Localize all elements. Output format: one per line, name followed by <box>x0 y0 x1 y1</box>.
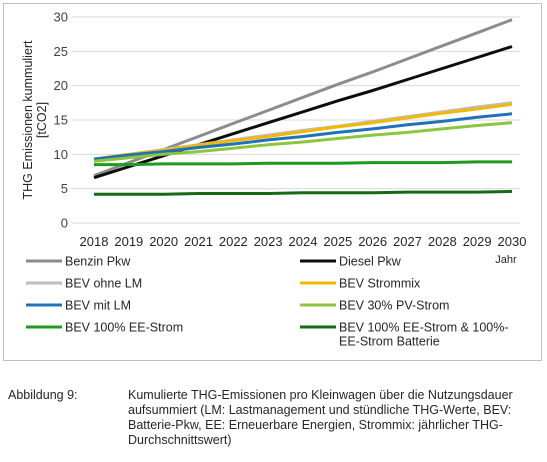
series-line <box>94 160 512 167</box>
x-tick-label: 2024 <box>289 234 318 249</box>
x-tick-label: 2026 <box>358 234 387 249</box>
legend-label: Diesel Pkw <box>339 255 402 269</box>
legend-label: BEV 100% EE-Strom <box>65 321 183 335</box>
series-line <box>93 121 513 163</box>
legend-label: BEV mit LM <box>65 299 131 313</box>
series-line <box>93 112 513 161</box>
legend-label-line: BEV 100% EE-Strom & 100%- <box>339 321 509 335</box>
x-tick-label: 2018 <box>80 234 109 249</box>
x-tick-label: 2028 <box>428 234 457 249</box>
legend-label: BEV Strommix <box>339 277 421 291</box>
x-tick-label: 2023 <box>254 234 283 249</box>
legend-label-line: EE-Strom Batterie <box>339 335 440 349</box>
chart-frame: 0 5 10 15 20 25 30 2018 2019 2020 2021 2022 2023 2024… <box>3 3 542 361</box>
series-line <box>94 189 513 196</box>
y-tick-label: 5 <box>61 181 68 196</box>
y-tick-label: 20 <box>54 78 68 93</box>
y-axis-label-line: [tCO2] <box>35 102 49 138</box>
y-tick-label: 25 <box>54 44 68 59</box>
legend-label: BEV 30% PV-Strom <box>339 299 449 313</box>
x-axis-label: Jahr <box>495 254 517 266</box>
x-tick-label: 2027 <box>393 234 422 249</box>
legend-label: BEV 100% EE-Strom & 100%-EE-Strom Batter… <box>339 321 509 349</box>
y-axis-label: THG Emissionen kummuliert[tCO2] <box>21 40 49 200</box>
x-tick-label: 2029 <box>463 234 492 249</box>
y-tick-label: 0 <box>61 216 68 231</box>
y-tick-label: 10 <box>54 147 68 162</box>
x-tick-label: 2030 <box>498 234 527 249</box>
y-tick-label: 15 <box>54 113 68 128</box>
y-tick-label: 30 <box>54 10 68 25</box>
caption-label: Abbildung 9: <box>8 388 78 402</box>
x-tick-label: 2022 <box>219 234 248 249</box>
x-tick-label: 2019 <box>114 234 143 249</box>
caption-text: Kumulierte THG-Emissionen pro Kleinwagen… <box>128 388 513 447</box>
x-tick-label: 2021 <box>184 234 213 249</box>
x-tick-label: 2025 <box>323 234 352 249</box>
y-axis-label-line: THG Emissionen kummuliert <box>21 40 35 200</box>
x-tick-label: 2020 <box>149 234 178 249</box>
legend-label: BEV ohne LM <box>65 277 142 291</box>
legend-label: Benzin Pkw <box>65 255 131 269</box>
